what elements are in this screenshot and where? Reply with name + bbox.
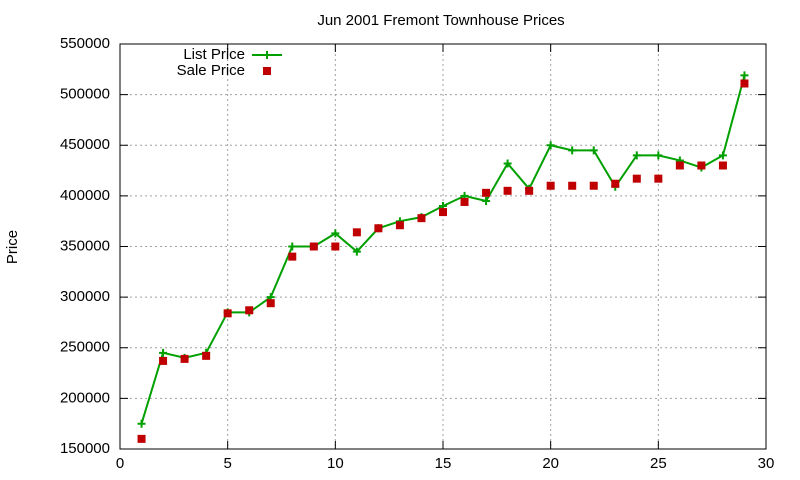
point-marker — [352, 247, 361, 256]
point-marker — [611, 179, 620, 188]
point-marker — [718, 161, 727, 170]
point-marker — [503, 186, 512, 195]
point-marker — [460, 197, 469, 206]
legend-marker — [263, 67, 271, 75]
point-marker — [331, 242, 340, 251]
point-marker — [589, 146, 598, 155]
y-tick-label: 350000 — [60, 237, 110, 254]
point-marker — [374, 224, 383, 233]
point-marker — [288, 252, 297, 261]
x-tick-label: 15 — [435, 455, 452, 472]
point-marker — [159, 348, 168, 357]
point-marker — [180, 354, 189, 363]
point-marker — [223, 309, 232, 318]
point-marker — [202, 351, 211, 360]
point-marker — [352, 228, 361, 237]
point-marker — [546, 181, 555, 190]
point-marker — [245, 306, 254, 315]
y-tick-label: 300000 — [60, 288, 110, 305]
point-marker — [417, 214, 426, 223]
legend-label: List Price — [183, 46, 245, 63]
legend-label: Sale Price — [177, 62, 245, 79]
point-marker — [266, 299, 275, 308]
point-marker — [482, 196, 491, 205]
point-marker — [159, 356, 168, 365]
x-tick-label: 25 — [650, 455, 667, 472]
point-marker — [137, 434, 146, 443]
y-tick-label: 200000 — [60, 389, 110, 406]
point-marker — [740, 71, 749, 80]
point-marker — [137, 419, 146, 428]
point-marker — [589, 181, 598, 190]
point-marker — [654, 174, 663, 183]
y-tick-label: 550000 — [60, 35, 110, 52]
y-tick-label: 500000 — [60, 86, 110, 103]
plot-frame — [119, 43, 767, 450]
point-marker — [654, 151, 663, 160]
point-marker — [331, 229, 340, 238]
point-marker — [395, 221, 404, 230]
x-tick-label: 30 — [758, 455, 775, 472]
point-marker — [632, 174, 641, 183]
point-marker — [525, 186, 534, 195]
y-axis-label: Price — [4, 230, 21, 264]
legend-marker — [263, 51, 271, 59]
y-tick-label: 150000 — [60, 440, 110, 457]
point-marker — [568, 146, 577, 155]
point-marker — [309, 242, 318, 251]
x-tick-label: 0 — [116, 455, 124, 472]
point-marker — [740, 79, 749, 88]
point-marker — [675, 161, 684, 170]
point-marker — [718, 151, 727, 160]
y-tick-label: 450000 — [60, 136, 110, 153]
chart-title: Jun 2001 Fremont Townhouse Prices — [317, 12, 564, 29]
point-marker — [288, 242, 297, 251]
y-tick-label: 400000 — [60, 187, 110, 204]
y-tick-label: 250000 — [60, 339, 110, 356]
x-tick-label: 20 — [542, 455, 559, 472]
point-marker — [503, 159, 512, 168]
x-tick-label: 10 — [327, 455, 344, 472]
point-marker — [546, 141, 555, 150]
point-marker — [697, 161, 706, 170]
x-tick-label: 5 — [223, 455, 231, 472]
point-marker — [439, 208, 447, 217]
point-marker — [568, 181, 577, 190]
point-marker — [632, 151, 641, 160]
point-marker — [482, 188, 491, 197]
